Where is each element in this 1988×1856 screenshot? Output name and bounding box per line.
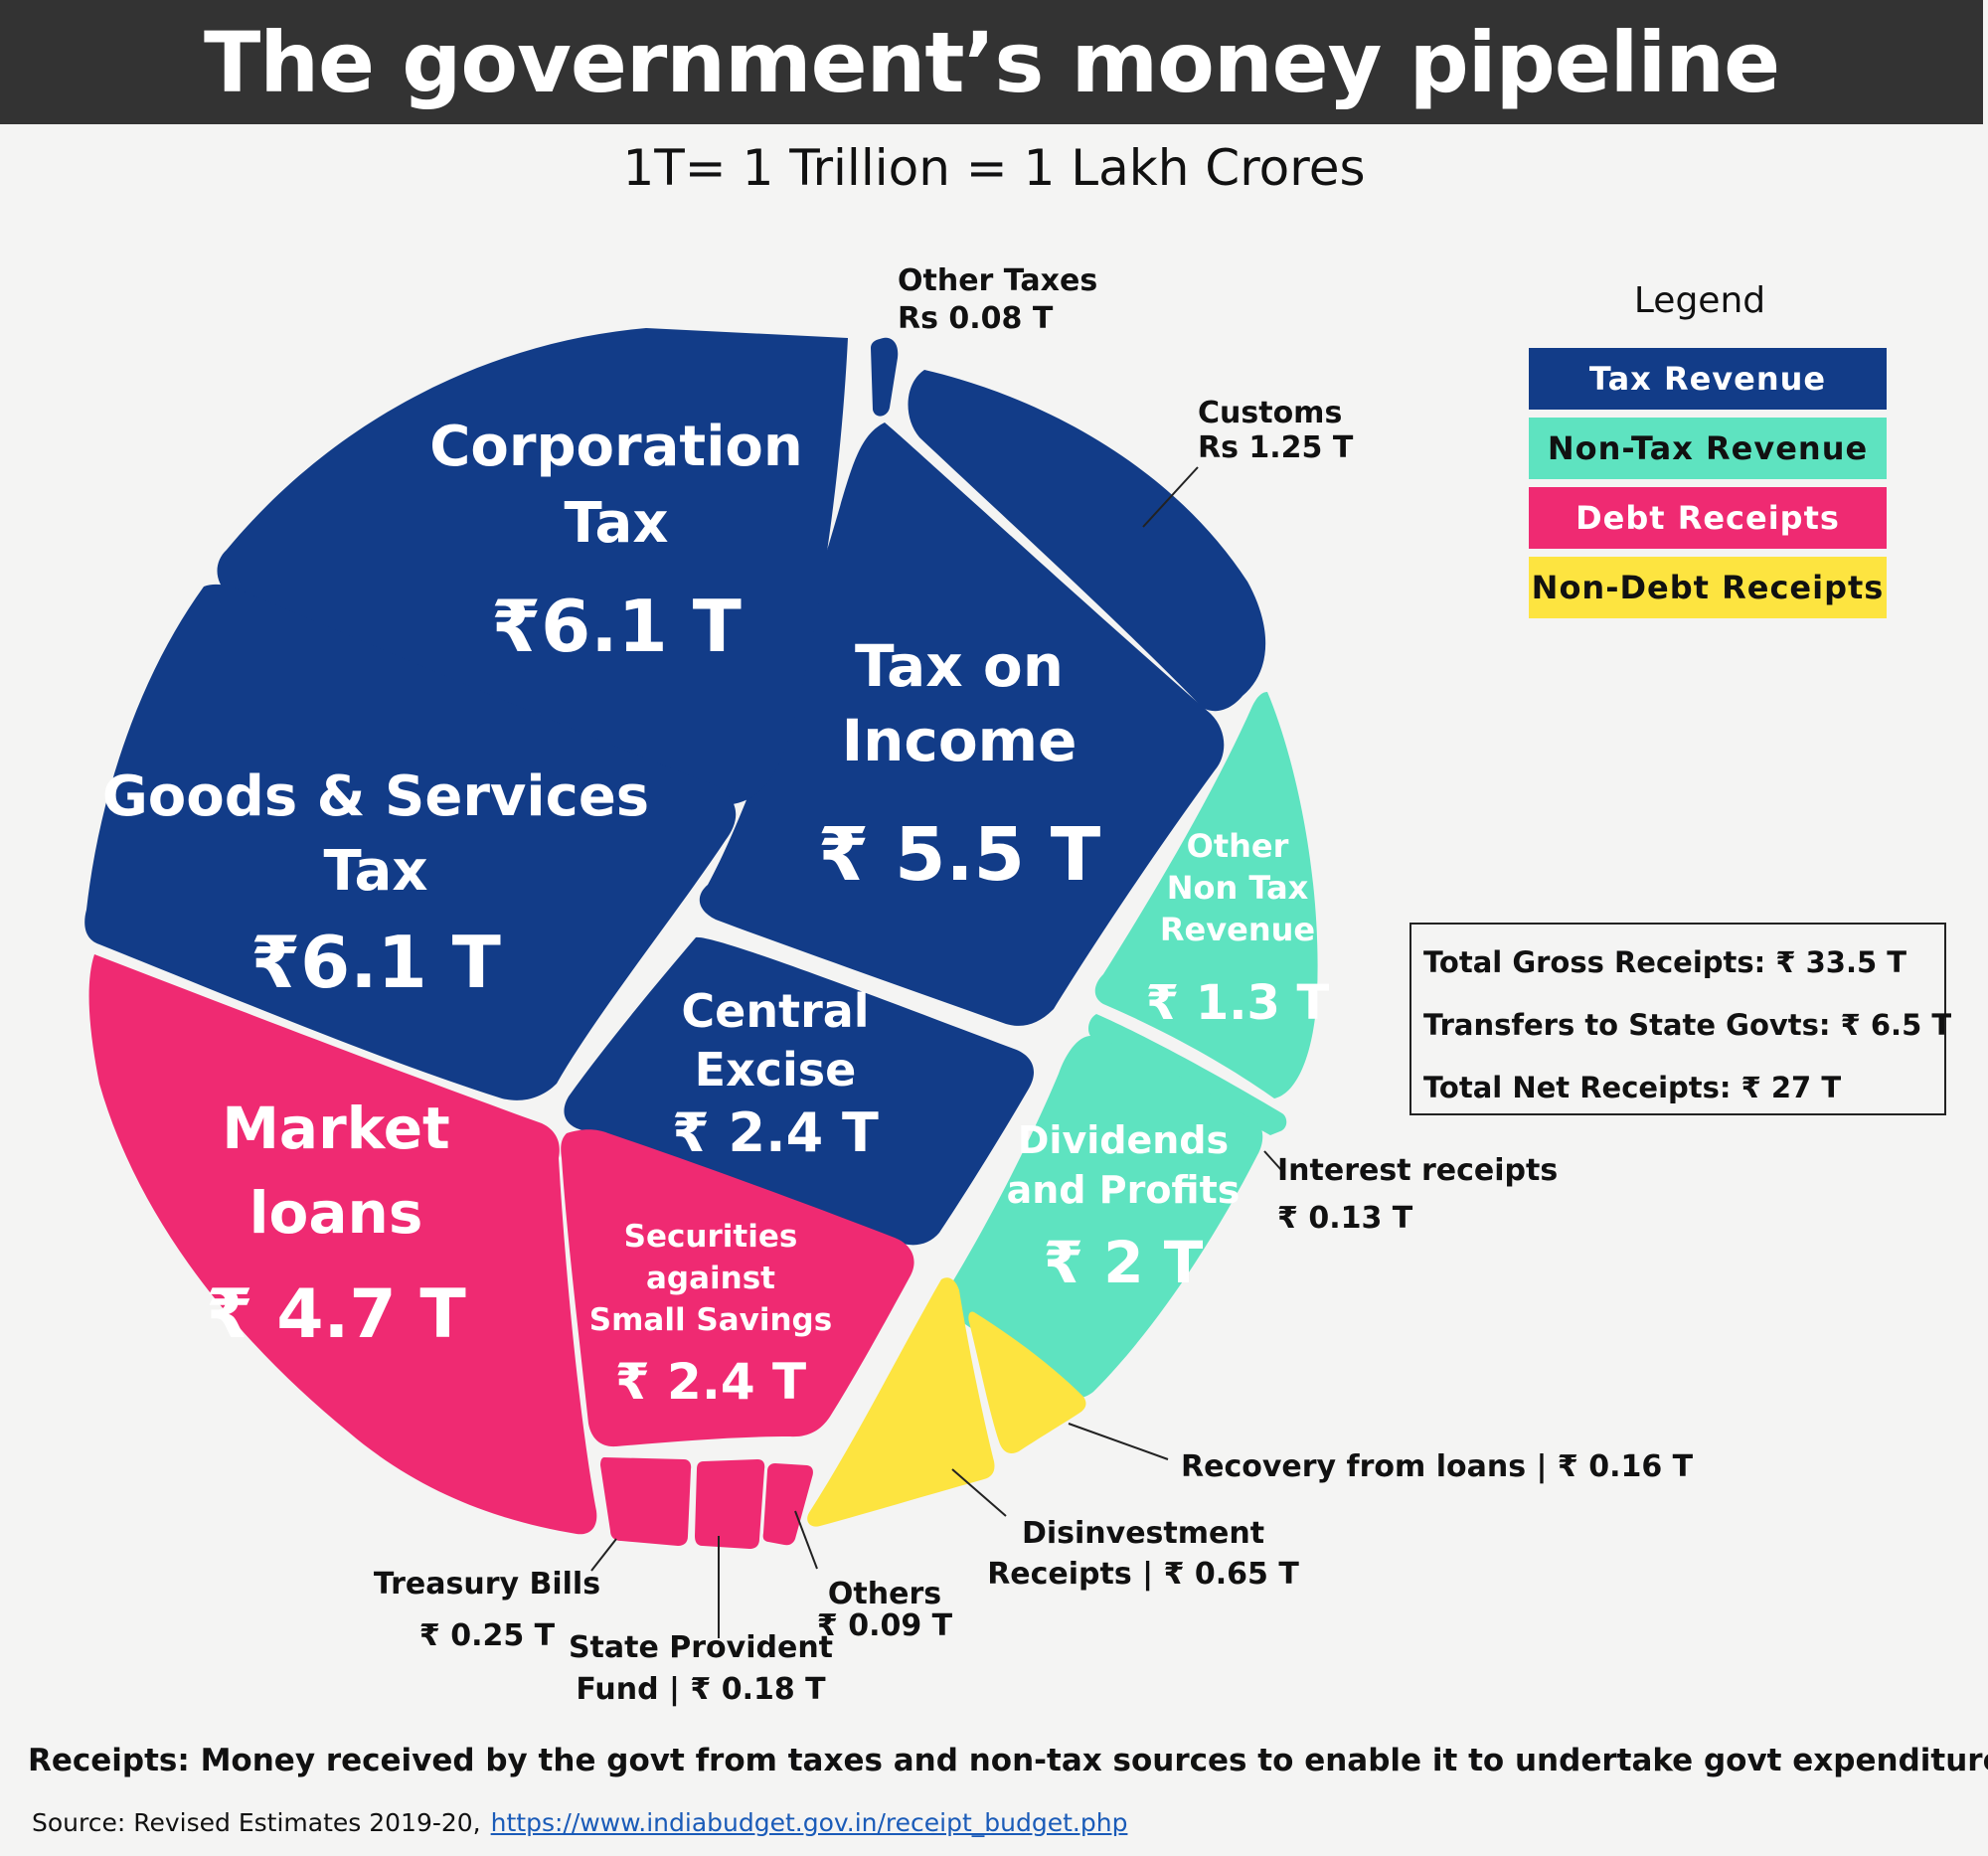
segment-label-securities-against-small-savings-3: ₹ 2.4 T xyxy=(615,1353,806,1411)
segment-label-tax-on-income-2: ₹ 5.5 T xyxy=(818,812,1101,898)
leader-line-recovery-from-loans xyxy=(1068,1423,1169,1460)
title-bar: The government’s money pipeline xyxy=(0,0,1983,124)
totals-box: Total Gross Receipts: ₹ 33.5 T Transfers… xyxy=(1409,923,1952,1115)
leader-line-others xyxy=(794,1510,818,1570)
segment-label-other-non-tax-revenue-2: Revenue xyxy=(1160,911,1315,948)
segment-label-other-non-tax-revenue-1: Non Tax xyxy=(1167,869,1309,907)
outside-label-interest-receipts-1: ₹ 0.13 T xyxy=(1277,1201,1413,1236)
outside-label-others-0: Others xyxy=(828,1577,941,1611)
legend-title: Legend xyxy=(1633,280,1766,321)
segment-label-other-non-tax-revenue-3: ₹ 1.3 T xyxy=(1146,975,1330,1031)
outside-label-treasury-bills-1: ₹ 0.25 T xyxy=(419,1618,556,1653)
segment-label-tax-on-income-1: Income xyxy=(842,707,1077,774)
segment-customs xyxy=(908,370,1266,712)
segment-tax-on-income xyxy=(699,422,1225,1026)
segment-other-non-tax-revenue xyxy=(1094,692,1318,1098)
segment-label-tax-on-income-0: Tax on xyxy=(855,632,1064,700)
segment-securities-against-small-savings xyxy=(561,1129,914,1447)
total-gross-receipts: Total Gross Receipts: ₹ 33.5 T xyxy=(1423,945,1907,979)
segment-label-other-non-tax-revenue-0: Other xyxy=(1187,827,1289,865)
segment-others xyxy=(762,1463,813,1546)
outside-label-treasury-bills-0: Treasury Bills xyxy=(374,1567,600,1602)
segment-label-goods-services-tax-2: ₹6.1 T xyxy=(250,921,501,1004)
legend-item-non-debt-receipts: Non-Debt Receipts xyxy=(1529,557,1887,618)
outside-label-recovery-from-loans-0: Recovery from loans | ₹ 0.16 T xyxy=(1181,1449,1694,1484)
segment-label-central-excise-0: Central xyxy=(681,984,869,1038)
legend-item-tax-revenue: Tax Revenue xyxy=(1529,348,1887,410)
source-link[interactable]: https://www.indiabudget.gov.in/receipt_b… xyxy=(490,1808,1128,1837)
transfers-to-state-govts: Transfers to State Govts: ₹ 6.5 T xyxy=(1423,1008,1952,1042)
outside-label-customs-1: Rs 1.25 T xyxy=(1198,430,1354,465)
segment-dividends-and-profits xyxy=(946,1035,1263,1399)
outside-label-disinvestment-receipts-0: Disinvestment xyxy=(1022,1516,1264,1551)
segment-label-market-loans-0: Market xyxy=(222,1095,450,1162)
leader-line-treasury-bills xyxy=(590,1538,617,1572)
outside-label-interest-receipts-0: Interest receipts xyxy=(1277,1153,1558,1188)
segment-treasury-bills xyxy=(600,1457,692,1546)
outside-label-state-provident-fund-1: Fund | ₹ 0.18 T xyxy=(576,1672,826,1707)
outside-label-disinvestment-receipts-1: Receipts | ₹ 0.65 T xyxy=(987,1557,1299,1592)
leader-line-customs xyxy=(1142,466,1199,528)
segment-market-loans xyxy=(88,954,597,1535)
leader-line-disinvestment-receipts xyxy=(951,1468,1007,1517)
segment-label-dividends-and-profits-1: and Profits xyxy=(1007,1168,1241,1212)
segment-corporation-tax xyxy=(217,328,849,805)
segment-label-corporation-tax-0: Corporation xyxy=(429,415,802,479)
footnote: Receipts: Money received by the govt fro… xyxy=(28,1743,1988,1778)
segment-label-corporation-tax-1: Tax xyxy=(565,491,669,556)
segment-interest-receipts xyxy=(1087,1014,1287,1135)
legend: Tax Revenue Non-Tax Revenue Debt Receipt… xyxy=(1529,348,1887,626)
segment-label-market-loans-2: ₹ 4.7 T xyxy=(206,1275,466,1354)
outside-label-other-taxes-1: Rs 0.08 T xyxy=(898,301,1054,336)
chart-subtitle: 1T= 1 Trillion = 1 Lakh Crores xyxy=(622,139,1366,197)
source-text: Source: Revised Estimates 2019-20, xyxy=(32,1808,481,1837)
outside-label-state-provident-fund-0: State Provident xyxy=(569,1630,833,1665)
segment-label-goods-services-tax-0: Goods & Services xyxy=(102,764,649,829)
segment-label-central-excise-1: Excise xyxy=(695,1043,857,1097)
outside-label-customs-0: Customs xyxy=(1198,396,1342,430)
segment-label-corporation-tax-2: ₹6.1 T xyxy=(491,585,742,668)
leader-line-interest-receipts xyxy=(1263,1150,1283,1172)
segment-label-central-excise-2: ₹ 2.4 T xyxy=(672,1101,879,1164)
total-net-receipts: Total Net Receipts: ₹ 27 T xyxy=(1423,1071,1842,1104)
segment-label-goods-services-tax-1: Tax xyxy=(324,839,428,904)
source-note: Source: Revised Estimates 2019-20, https:… xyxy=(32,1808,1127,1837)
legend-item-debt-receipts: Debt Receipts xyxy=(1529,487,1887,549)
segment-state-provident-fund xyxy=(695,1459,765,1549)
segment-label-dividends-and-profits-2: ₹ 2 T xyxy=(1044,1229,1204,1296)
outside-label-others-1: ₹ 0.09 T xyxy=(817,1608,953,1643)
segment-label-dividends-and-profits-0: Dividends xyxy=(1018,1118,1229,1162)
chart-title: The government’s money pipeline xyxy=(203,13,1780,111)
segment-central-excise xyxy=(564,936,1034,1246)
segment-other-taxes xyxy=(871,337,899,417)
segment-label-securities-against-small-savings-0: Securities xyxy=(624,1219,798,1255)
segment-recovery-from-loans xyxy=(968,1311,1086,1453)
segment-goods-services-tax xyxy=(84,584,737,1100)
segment-disinvestment-receipts xyxy=(807,1277,995,1527)
outside-label-other-taxes-0: Other Taxes xyxy=(898,263,1097,298)
segment-label-securities-against-small-savings-1: against xyxy=(646,1261,775,1296)
legend-item-non-tax-revenue: Non-Tax Revenue xyxy=(1529,418,1887,479)
segment-label-market-loans-1: loans xyxy=(249,1179,423,1247)
segment-label-securities-against-small-savings-2: Small Savings xyxy=(589,1302,832,1338)
